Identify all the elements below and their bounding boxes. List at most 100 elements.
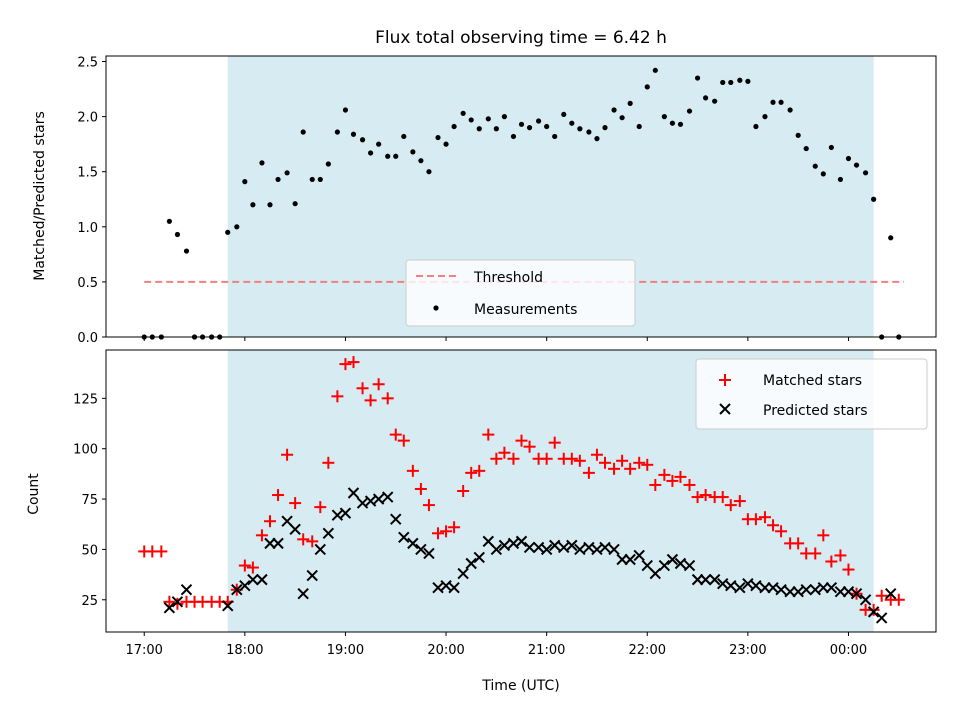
matched-star-point xyxy=(775,525,788,538)
predicted-star-point xyxy=(591,543,603,556)
measurement-point xyxy=(418,158,424,164)
predicted-star-point xyxy=(658,559,671,572)
predicted-star-point xyxy=(356,497,369,509)
matched-star-point xyxy=(792,537,805,550)
measurement-point xyxy=(686,108,693,114)
bottom-y-tick-label: 50 xyxy=(81,543,98,558)
matched-star-point xyxy=(255,529,268,542)
matched-star-point xyxy=(289,497,302,510)
measurement-point xyxy=(183,248,190,254)
predicted-star-point xyxy=(306,569,318,582)
top-panel: 0.0 0.5 1.0 1.5 2.0 2.5 Matched/Predicted sta… xyxy=(32,55,937,346)
predicted-star-point xyxy=(842,586,855,598)
bottom-y-tick-label: 100 xyxy=(73,443,98,458)
matched-star-point xyxy=(767,519,780,532)
predicted-star-point xyxy=(633,549,645,562)
matched-star-point xyxy=(616,454,629,467)
matched-star-point xyxy=(834,549,847,562)
measurement-point xyxy=(510,133,517,140)
measurement-point xyxy=(661,114,667,120)
predicted-star-point xyxy=(540,543,553,556)
predicted-star-point xyxy=(314,543,326,556)
matched-star-point xyxy=(155,545,168,558)
measurement-point xyxy=(250,202,256,208)
predicted-star-point xyxy=(364,495,377,507)
top-y-axis-label: Matched/Predicted stars xyxy=(32,111,48,281)
measurement-point xyxy=(325,161,331,167)
x-tick-label: 21:00 xyxy=(528,643,565,658)
measurement-point xyxy=(837,176,844,183)
matched-star-point xyxy=(867,603,880,616)
predicted-star-point xyxy=(256,573,268,586)
bottom-legend-box xyxy=(695,358,928,430)
predicted-star-point xyxy=(624,553,636,566)
matched-star-point xyxy=(465,466,478,479)
predicted-star-point xyxy=(231,583,243,596)
measurement-point xyxy=(871,196,877,202)
measurement-point xyxy=(694,75,701,81)
measurement-point xyxy=(770,99,776,105)
matched-star-point xyxy=(339,358,352,371)
measurement-point xyxy=(451,123,457,130)
predicted-star-point xyxy=(415,543,427,556)
predicted-star-point xyxy=(372,493,385,505)
matched-star-point xyxy=(440,525,453,538)
matched-star-point xyxy=(590,448,603,461)
predicted-star-point xyxy=(885,588,897,600)
x-tick-label: 18:00 xyxy=(226,643,263,658)
predicted-star-point xyxy=(608,543,620,556)
matched-star-point xyxy=(246,561,259,574)
bottom-y-tick-label: 75 xyxy=(81,493,98,508)
predicted-star-point xyxy=(163,602,176,614)
matched-star-point xyxy=(490,452,503,465)
predicted-star-point xyxy=(272,537,284,550)
matched-star-point xyxy=(749,513,762,526)
measurement-point xyxy=(552,133,558,140)
matched-star-point xyxy=(758,511,771,524)
measurement-point xyxy=(267,202,273,208)
top-y-tick-label: 1.0 xyxy=(77,221,98,236)
measurement-point xyxy=(820,171,826,177)
measurement-point xyxy=(586,129,592,135)
legend-predicted-label: Predicted stars xyxy=(763,403,868,419)
measurement-point xyxy=(636,123,642,130)
predicted-star-point xyxy=(649,567,662,580)
x-tick-label: 00:00 xyxy=(830,643,867,658)
predicted-star-point xyxy=(725,579,737,592)
predicted-star-point xyxy=(473,551,485,564)
top-legend-box xyxy=(405,259,636,327)
measurement-point xyxy=(493,126,499,132)
measurement-point xyxy=(334,129,340,135)
bottom-y-axis-label: Count xyxy=(26,473,42,515)
predicted-star-point xyxy=(448,581,460,594)
measurement-point xyxy=(795,132,801,138)
matched-star-point xyxy=(523,440,536,453)
top-axes-frame xyxy=(105,55,937,338)
matched-star-point xyxy=(608,462,621,475)
matched-star-point xyxy=(666,474,679,487)
predicted-star-point xyxy=(289,523,301,535)
top-y-tick-label: 0.5 xyxy=(77,276,98,291)
predicted-star-point xyxy=(440,579,452,592)
matched-star-point xyxy=(297,533,310,546)
matched-star-point xyxy=(724,499,737,512)
measurement-point xyxy=(485,116,491,122)
measurement-point xyxy=(259,160,265,166)
predicted-star-point xyxy=(767,581,779,594)
bottom-axes-frame xyxy=(105,349,937,633)
measurement-point xyxy=(300,129,306,135)
measurement-point xyxy=(309,176,315,183)
legend-matched-label: Matched stars xyxy=(763,373,862,389)
predicted-star-point xyxy=(583,541,595,554)
predicted-star-point xyxy=(666,553,679,566)
measurement-point xyxy=(611,107,617,113)
matched-star-point xyxy=(356,382,369,395)
predicted-star-point xyxy=(566,539,578,552)
measurement-point xyxy=(544,123,550,130)
matched-star-point xyxy=(331,390,344,403)
matched-star-point xyxy=(573,454,586,467)
measurement-point xyxy=(669,120,676,126)
matched-star-point xyxy=(817,529,830,542)
measurement-point xyxy=(435,134,441,141)
measurement-point xyxy=(644,84,650,90)
